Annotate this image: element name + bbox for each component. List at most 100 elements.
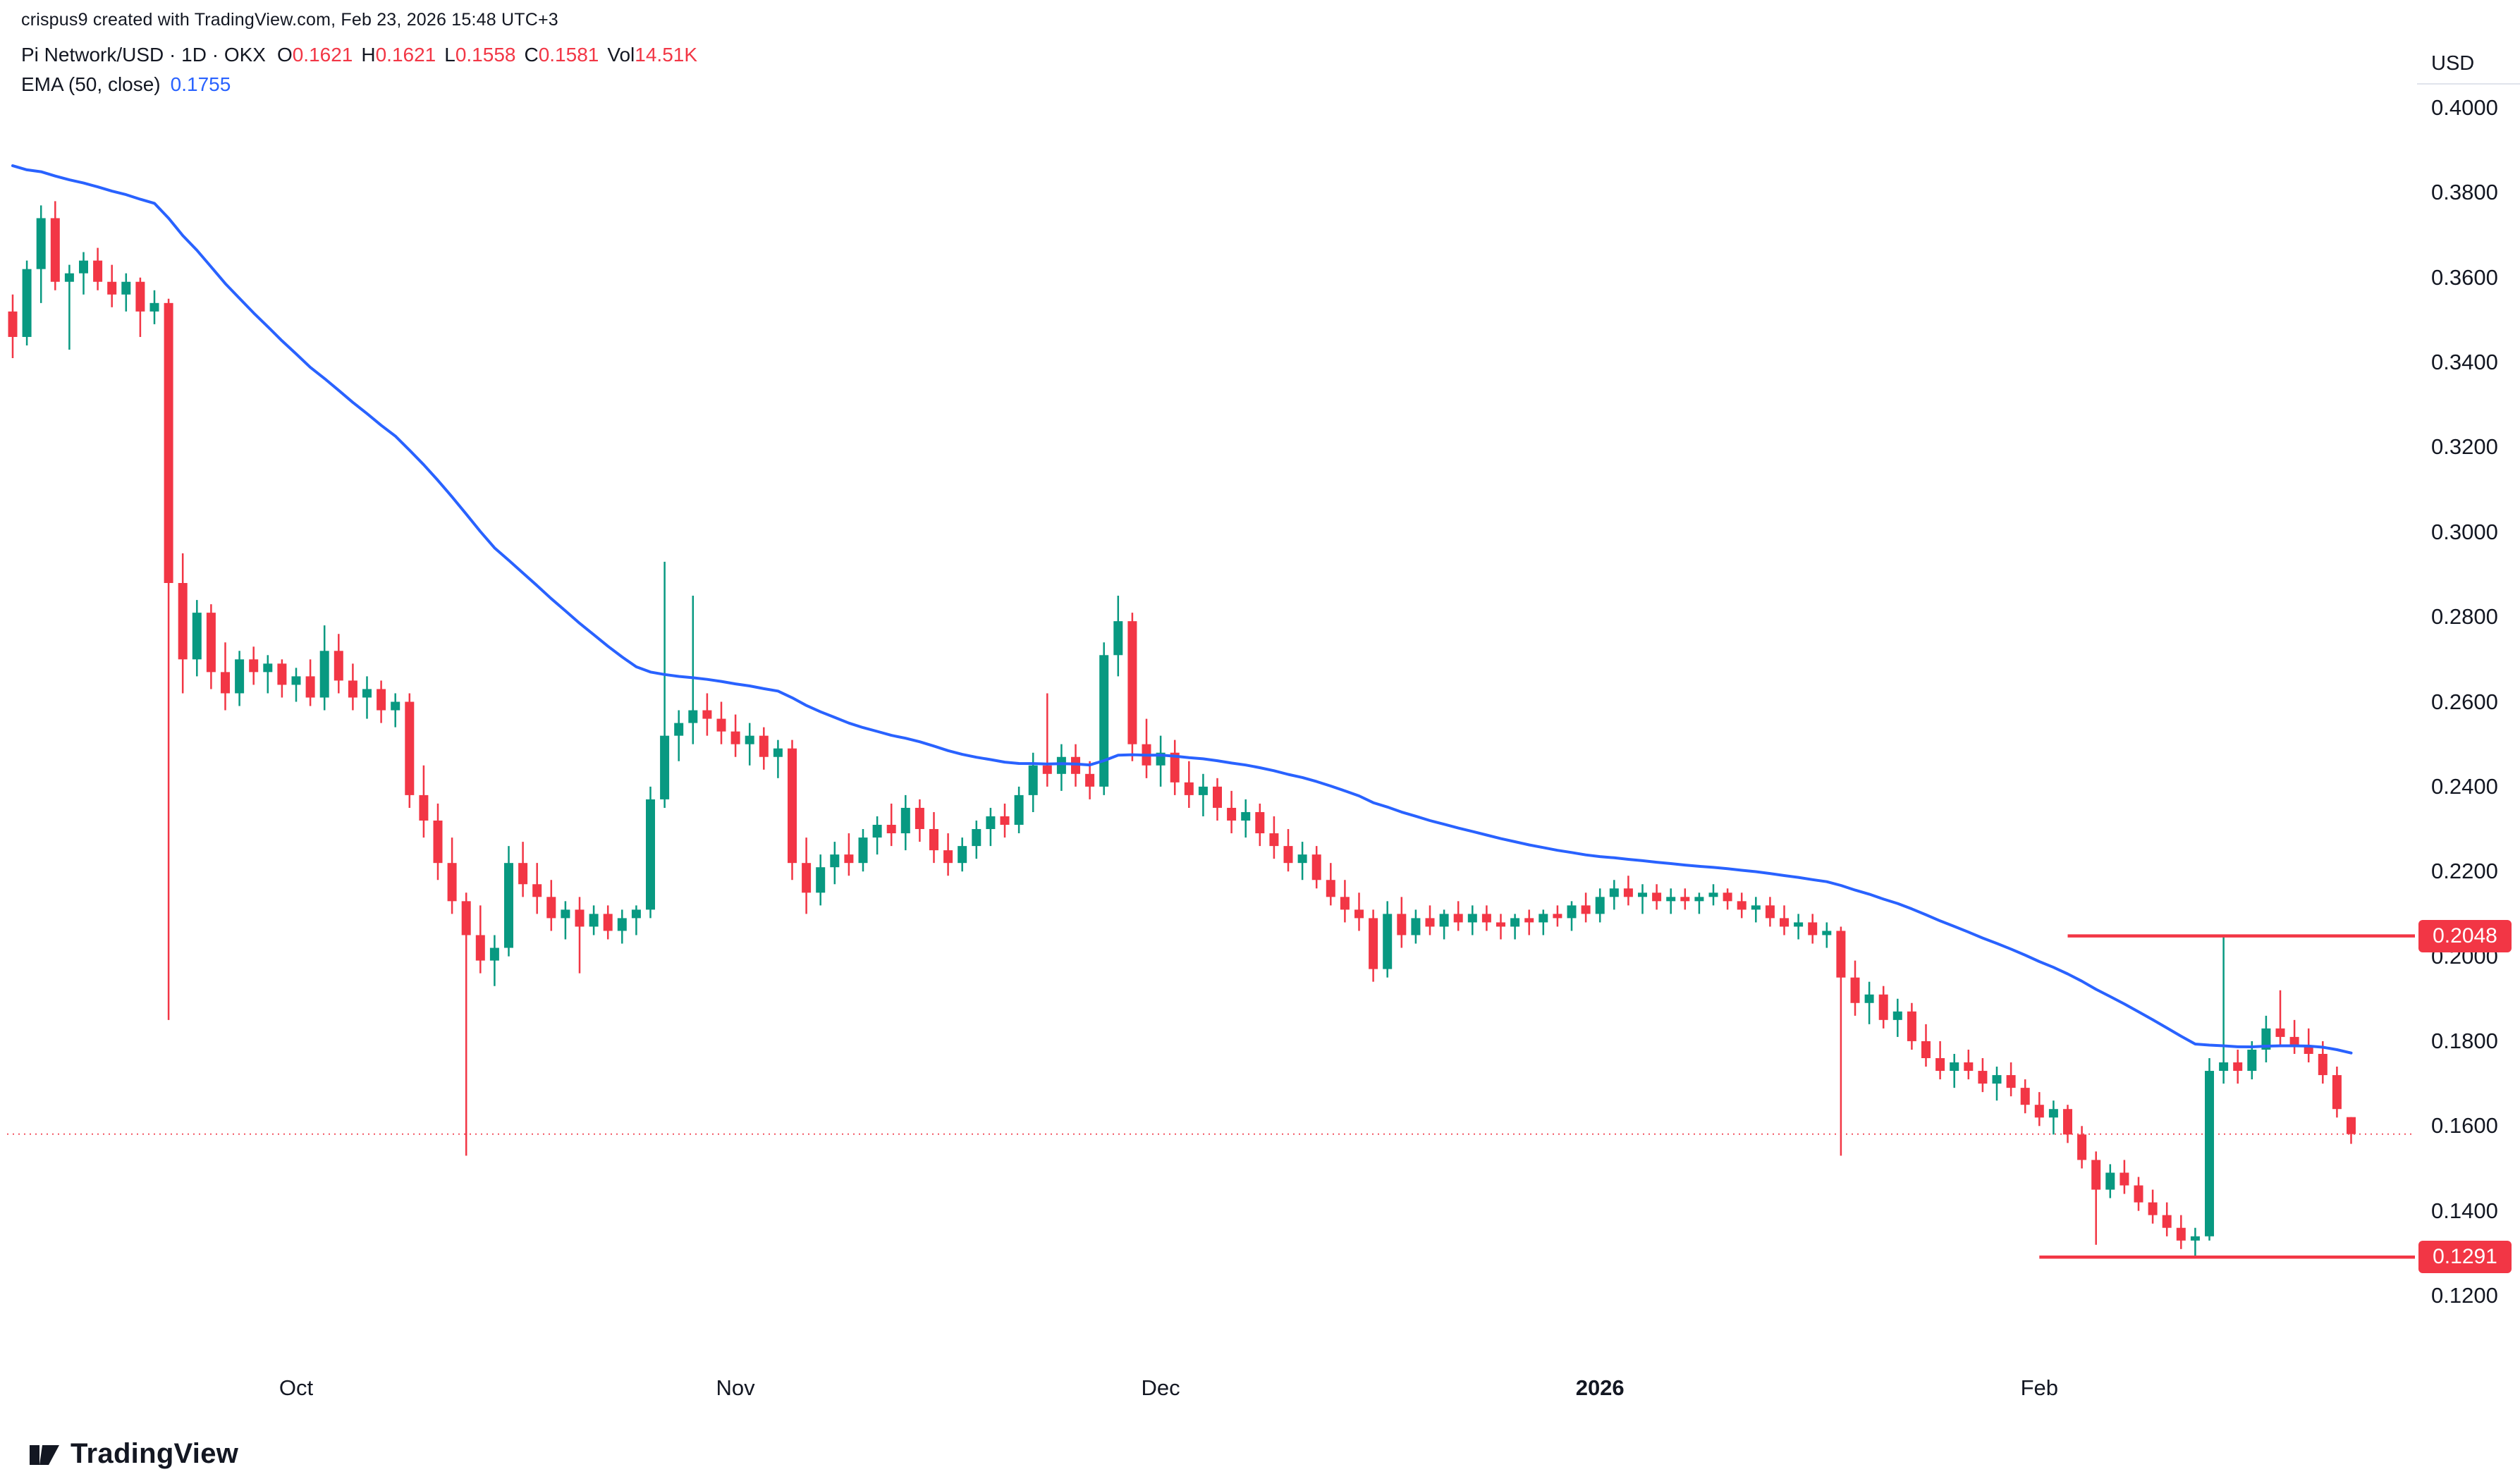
symbol-title[interactable]: Pi Network/USD · 1D · OKX — [21, 44, 266, 66]
candle-body — [1652, 892, 1662, 902]
price-axis[interactable]: USD 0.4000 0.3800 0.3600 0.3400 0.3200 0.3000… — [2414, 0, 2520, 1479]
candle-body — [1297, 854, 1307, 864]
candle-body — [929, 829, 938, 851]
candle-body — [1184, 782, 1194, 795]
candle-body — [1623, 888, 1633, 897]
candle-body — [1836, 931, 1846, 978]
candle-body — [1439, 914, 1449, 927]
candle-body — [447, 863, 457, 902]
candle-body — [1907, 1011, 1916, 1041]
price-tick-label: 0.3000 — [2431, 519, 2498, 544]
candle-body — [1892, 1011, 1902, 1020]
candle-body — [1737, 901, 1747, 910]
candle-body — [2063, 1109, 2072, 1135]
candle-body — [1496, 922, 1505, 927]
candle-body — [1198, 786, 1208, 795]
legend-main-row: Pi Network/USD · 1D · OKX O0.1621 H0.1621 L… — [21, 41, 706, 69]
candle-body — [263, 663, 273, 673]
candle-body — [1453, 914, 1463, 923]
candle-body — [1425, 918, 1435, 927]
price-tick-label: 0.2200 — [2431, 859, 2498, 884]
price-tick-label: 0.1200 — [2431, 1283, 2498, 1308]
candle-body — [1269, 833, 1279, 847]
candle-body — [2105, 1172, 2115, 1190]
price-tick-label: 0.3600 — [2431, 264, 2498, 290]
candle-body — [688, 710, 698, 723]
candle-body — [773, 748, 783, 757]
candle-body — [1609, 888, 1619, 897]
candle-body — [1765, 905, 1775, 919]
candle-body — [319, 651, 329, 698]
brand-name: TradingView — [71, 1438, 239, 1469]
candle-body — [972, 829, 981, 847]
candle-body — [617, 918, 627, 931]
candle-body — [2034, 1105, 2044, 1118]
candle-body — [958, 846, 967, 864]
candle-body — [1481, 914, 1491, 923]
price-tick-label: 0.3800 — [2431, 180, 2498, 205]
candle-body — [1794, 922, 1804, 927]
candle-body — [816, 867, 826, 893]
candle-body — [2077, 1134, 2087, 1160]
candle-body — [858, 837, 868, 864]
candle-body — [405, 701, 415, 795]
candle-body — [2091, 1160, 2101, 1190]
candle-body — [1978, 1071, 1988, 1084]
candle-body — [1708, 892, 1718, 897]
candle-body — [759, 735, 769, 757]
ema-line — [11, 164, 2353, 1055]
candle-body — [489, 947, 499, 961]
candle-body — [1850, 977, 1860, 1003]
candle-body — [546, 897, 556, 919]
candle-body — [1113, 621, 1123, 656]
chart-legend: Pi Network/USD · 1D · OKX O0.1621 H0.1621 L… — [21, 41, 706, 99]
ohlc-close: C0.1581 — [524, 44, 599, 66]
candle-body — [1950, 1062, 1959, 1072]
candle-body — [1042, 765, 1052, 774]
candle-body — [2176, 1227, 2186, 1241]
candle-body — [1014, 794, 1024, 826]
candle-body — [221, 672, 230, 694]
candle-body — [1283, 846, 1293, 864]
tradingview-logo[interactable]: TradingView — [28, 1438, 238, 1470]
candle-body — [348, 680, 357, 698]
candle-body — [1595, 897, 1605, 914]
candle-body — [504, 863, 513, 948]
price-tick-label: 0.3200 — [2431, 434, 2498, 460]
candle-body — [1170, 752, 1180, 783]
candle-body — [64, 273, 74, 282]
price-tick-label: 0.4000 — [2431, 95, 2498, 120]
level-price-badge: 0.1291 — [2418, 1241, 2512, 1274]
ohlc-low: L0.1558 — [444, 44, 516, 66]
candle-body — [461, 901, 471, 935]
candle-body — [1510, 918, 1520, 927]
candle-body — [2205, 1071, 2214, 1236]
candle-body — [1056, 756, 1066, 774]
candle-body — [1467, 914, 1477, 923]
time-tick-label: Nov — [716, 1375, 755, 1400]
price-tick-label: 0.2800 — [2431, 604, 2498, 630]
candle-body — [1127, 621, 1137, 744]
candle-body — [2134, 1185, 2143, 1203]
candle-body — [518, 863, 528, 885]
candle-body — [362, 689, 372, 698]
ema-indicator-label[interactable]: EMA (50, close) — [21, 73, 161, 95]
candle-body — [1397, 914, 1407, 935]
candle-body — [235, 659, 245, 694]
candle-body — [1878, 994, 1888, 1020]
candle-body — [334, 651, 343, 681]
candle-body — [745, 735, 754, 744]
candle-body — [2048, 1109, 2058, 1118]
candle-body — [79, 260, 88, 274]
price-tick-label: 0.2400 — [2431, 773, 2498, 799]
candle-body — [1964, 1062, 1974, 1072]
candle-body — [1694, 897, 1704, 902]
candle-body — [2120, 1172, 2129, 1186]
candle-body — [1369, 918, 1378, 969]
candle-body — [1524, 918, 1534, 923]
time-axis[interactable]: Oct Nov Dec 2026 Feb — [0, 1372, 2414, 1404]
candle-body — [2318, 1053, 2328, 1076]
candle-body — [1227, 807, 1237, 821]
candle-body — [1864, 994, 1874, 1003]
